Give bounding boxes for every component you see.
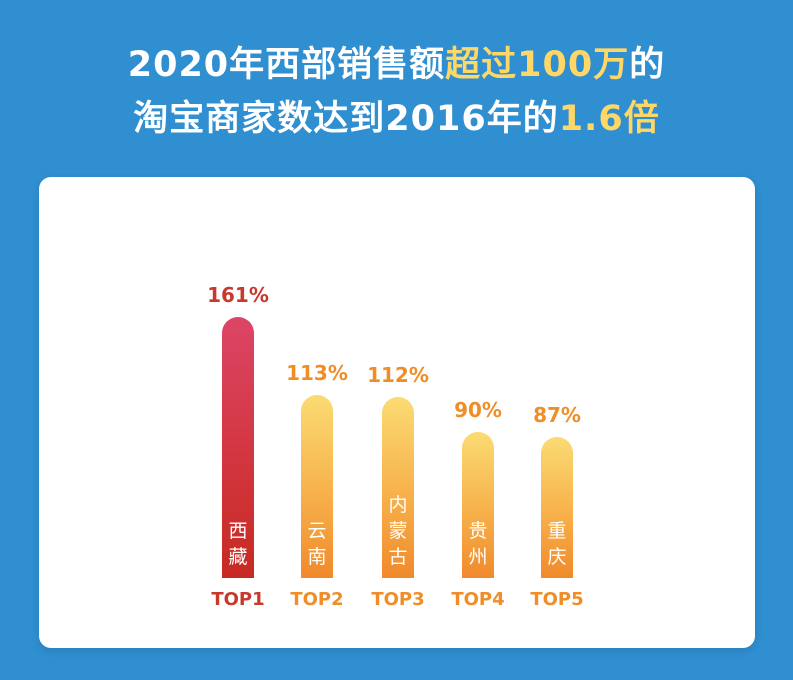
bar-top4	[462, 432, 494, 578]
value-label-top1: 161%	[207, 283, 269, 308]
bar-top5	[541, 437, 573, 578]
bar-top3	[382, 396, 414, 578]
title-line-1: 2020年西部销售额超过100万的	[0, 38, 793, 92]
category-label-top2: TOP2	[290, 589, 344, 610]
title-line-2-highlight: 1.6倍	[558, 99, 660, 139]
category-label-top5: TOP5	[530, 589, 584, 610]
region-label-top1: 西 藏	[228, 520, 248, 568]
value-label-top4: 90%	[454, 398, 502, 423]
region-label-top3: 内 蒙 古	[388, 494, 408, 568]
region-label-top2: 云 南	[307, 520, 327, 568]
title-line-1-text: 2020年西部销售额	[127, 45, 446, 85]
value-label-top3: 112%	[367, 362, 429, 387]
title-line-2: 淘宝商家数达到2016年的1.6倍	[0, 92, 793, 146]
chart-card: 161% 西 藏 TOP1 113% 云 南 TOP2 112% 内 蒙 古 TOP3 90% 贵 …	[39, 177, 755, 648]
chart-title: 2020年西部销售额超过100万的 淘宝商家数达到2016年的1.6倍	[0, 38, 793, 146]
region-label-top4: 贵 州	[468, 520, 488, 568]
bar-top1	[222, 317, 254, 578]
title-line-2-text: 淘宝商家数达到2016年的	[133, 99, 559, 139]
category-label-top3: TOP3	[371, 589, 425, 610]
title-line-1-highlight: 超过100万	[445, 45, 630, 85]
category-label-top4: TOP4	[451, 589, 505, 610]
bar-top2	[301, 394, 333, 578]
category-label-top1: TOP1	[211, 589, 265, 610]
value-label-top2: 113%	[286, 360, 348, 385]
region-label-top5: 重 庆	[547, 520, 567, 568]
title-line-1-tail: 的	[629, 45, 666, 85]
value-label-top5: 87%	[533, 403, 581, 428]
